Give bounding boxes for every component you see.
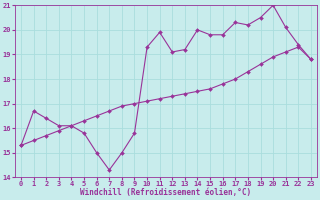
X-axis label: Windchill (Refroidissement éolien,°C): Windchill (Refroidissement éolien,°C) xyxy=(80,188,252,197)
